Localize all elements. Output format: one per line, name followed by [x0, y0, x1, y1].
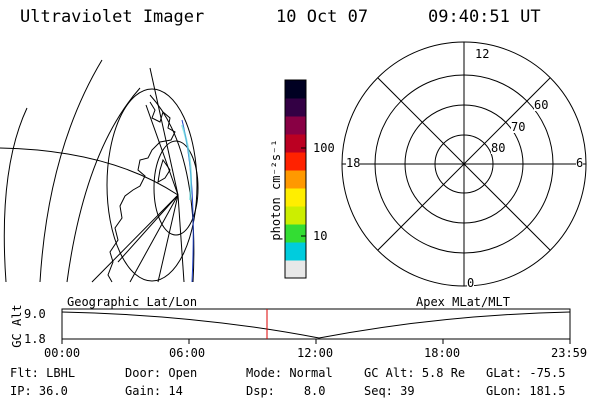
colorbar-band: [285, 134, 306, 153]
colorbar-tick-label: 10: [313, 229, 328, 243]
colorbar-tick-label: 100: [313, 141, 335, 155]
map-meridian: [157, 194, 179, 283]
timeline-xtick: 23:59: [551, 346, 588, 360]
timeline-xtick: 12:00: [297, 346, 334, 360]
lat-label-70: 70: [511, 120, 526, 134]
info-dsp: Dsp: 8.0: [246, 384, 326, 398]
map-meridian: [91, 194, 179, 283]
altitude-curve: [61, 311, 571, 339]
polar-diagonal: [377, 77, 551, 251]
header-time: 09:40:51 UT: [428, 7, 541, 27]
map-meridian: [0, 147, 179, 196]
info-ip: IP: 36.0: [10, 384, 68, 398]
mlt-label-12: 12: [475, 47, 490, 61]
coastline: [107, 101, 176, 283]
lat-label-80: 80: [491, 141, 506, 155]
imager-title: Ultraviolet Imager: [20, 7, 205, 27]
timeline-frame: [61, 308, 571, 340]
map-meridian: [149, 67, 179, 196]
info-filter: Flt: LBHL: [10, 366, 76, 380]
timeline-xtick: 06:00: [169, 346, 206, 360]
colorbar-band: [285, 242, 306, 261]
info-mode: Mode: Normal: [246, 366, 333, 380]
mlt-label-6: 6: [576, 156, 584, 170]
info-gc-alt: GC Alt: 5.8 Re: [364, 366, 466, 380]
timeline-left-title: Geographic Lat/Lon: [67, 295, 198, 309]
colorbar-band: [285, 206, 306, 225]
mlt-label-0: 0: [467, 276, 475, 290]
coastline: [157, 158, 171, 183]
colorbar-band: [285, 98, 306, 117]
map-lat-arc: [39, 59, 103, 283]
info-seq: Seq: 39: [364, 384, 415, 398]
mlt-label-18: 18: [346, 156, 361, 170]
earth-limb: [149, 94, 195, 283]
map-meridian: [145, 104, 179, 196]
info-door: Door: Open: [125, 366, 198, 380]
info-gain: Gain: 14: [125, 384, 183, 398]
map-meridian: [117, 194, 179, 263]
lat-label-60: 60: [534, 98, 549, 112]
map-lat-ellipse: [153, 140, 199, 236]
colorbar-band: [285, 224, 306, 243]
colorbar-band: [285, 152, 306, 171]
timeline-xtick: 18:00: [424, 346, 461, 360]
map-lat-ellipse: [106, 88, 198, 282]
header-date: 10 Oct 07: [276, 7, 369, 27]
aurora-emission: [181, 124, 192, 201]
timeline-right-title: Apex MLat/MLT: [416, 295, 510, 309]
colorbar-band: [285, 170, 306, 189]
colorbar-band: [285, 80, 306, 99]
colorbar-band: [285, 260, 306, 279]
colorbar-band: [285, 116, 306, 135]
map-lat-arc: [3, 107, 28, 283]
timeline-ytick: 1.8: [24, 332, 46, 346]
colorbar-frame: [284, 79, 307, 279]
timeline-ytick: 9.0: [24, 307, 46, 321]
info-glat: GLat: -75.5: [486, 366, 566, 380]
timeline-xtick: 00:00: [44, 346, 81, 360]
info-glon: GLon: 181.5: [486, 384, 566, 398]
map-meridian: [129, 194, 179, 283]
map-meridian: [177, 194, 185, 283]
colorbar-band: [285, 188, 306, 207]
